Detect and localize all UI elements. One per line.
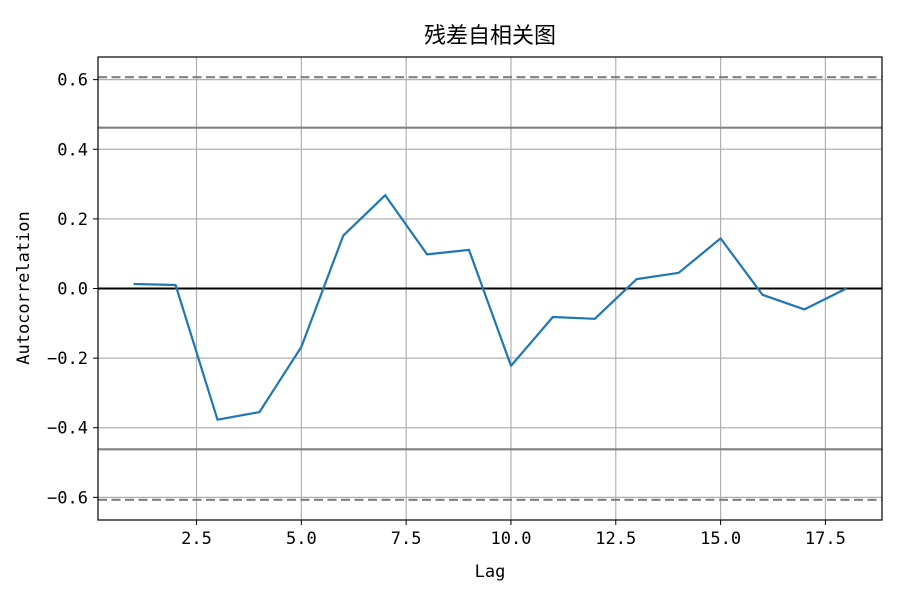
y-tick-label: 0.2 bbox=[57, 210, 88, 230]
y-tick-label: −0.6 bbox=[47, 488, 88, 508]
y-tick-label: −0.2 bbox=[47, 349, 88, 369]
reference-lines bbox=[98, 76, 882, 501]
x-tick-label: 5.0 bbox=[286, 529, 317, 549]
x-tick-label: 7.5 bbox=[391, 529, 422, 549]
x-tick-label: 12.5 bbox=[595, 529, 636, 549]
y-axis-label: Autocorrelation bbox=[14, 211, 34, 365]
autocorrelation-series-line bbox=[133, 194, 847, 421]
x-tick-label: 15.0 bbox=[700, 529, 741, 549]
x-tick-label: 10.0 bbox=[490, 529, 531, 549]
y-tick-label: 0.4 bbox=[57, 140, 88, 160]
chart-title: 残差自相关图 bbox=[424, 24, 556, 49]
y-tick-label: −0.4 bbox=[47, 419, 88, 439]
axis-ticks: 2.5 5.0 7.5 10.0 12.5 15.0 17.5 0.6 0.4 0.2 0.0 −0.… bbox=[47, 71, 846, 549]
series-lines bbox=[133, 194, 847, 421]
y-tick-label: 0.0 bbox=[57, 280, 88, 300]
y-tick-label: 0.6 bbox=[57, 71, 88, 91]
x-tick-label: 2.5 bbox=[181, 529, 212, 549]
x-tick-label: 17.5 bbox=[805, 529, 846, 549]
x-axis-label: Lag bbox=[475, 562, 506, 582]
